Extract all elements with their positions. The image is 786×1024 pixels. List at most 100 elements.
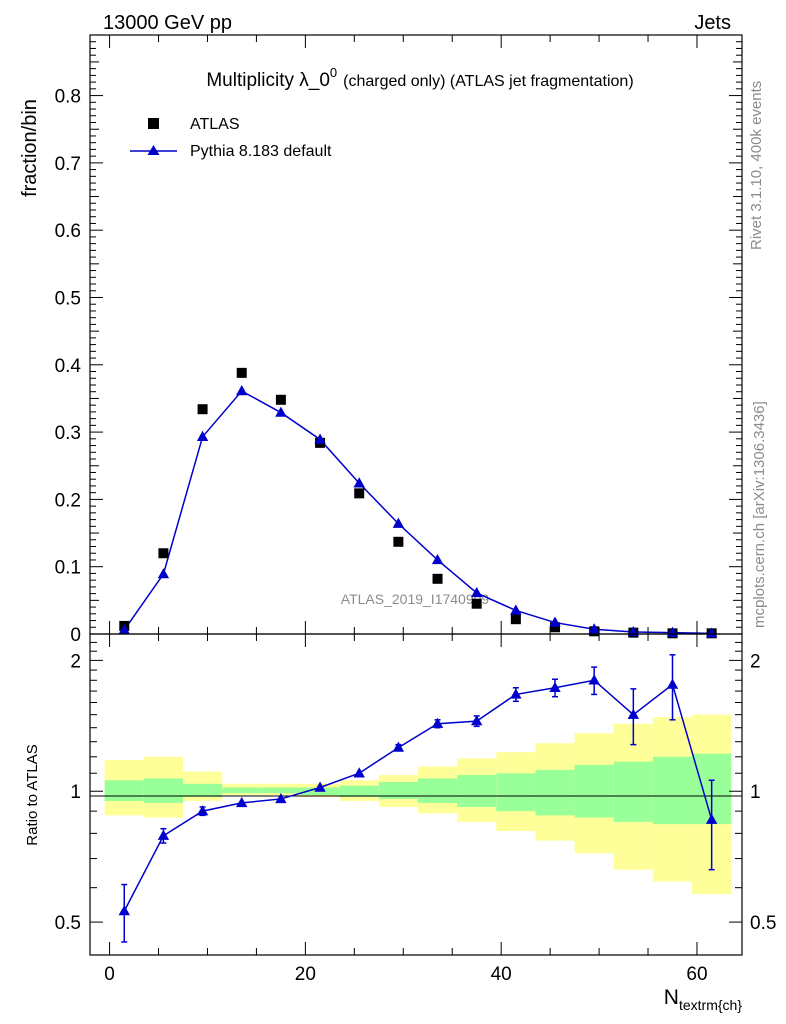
atlas-point	[550, 622, 561, 633]
pythia-line	[123, 390, 712, 635]
atlas-point	[275, 394, 286, 405]
ratio-tick-label-left: 2	[70, 651, 81, 672]
ratio-inner-band	[457, 774, 497, 807]
pythia-ratio-point	[275, 792, 287, 804]
y-tick-label: 0.8	[55, 87, 81, 108]
x-axis-label-subscript: textrm{ch}	[679, 997, 742, 1013]
pythia-point	[118, 623, 130, 635]
ratio-inner-band	[183, 783, 223, 797]
chart-title-superscript: 0	[330, 65, 337, 80]
ratio-inner-band	[339, 785, 379, 797]
header-energy-label: 13000 GeV pp	[103, 12, 232, 34]
ratio-tick-label-right: 2	[750, 651, 761, 672]
x-tick-label: 60	[686, 964, 707, 985]
pythia-ratio-point	[314, 781, 326, 792]
pythia-point	[549, 616, 561, 627]
pythia-point	[392, 517, 405, 528]
atlas-point	[471, 598, 482, 609]
ratio-inner-band	[535, 769, 575, 816]
pythia-point	[431, 553, 444, 565]
y-tick-label: 0.6	[55, 221, 81, 242]
ratio-inner-band	[378, 782, 418, 799]
pythia-ratio-point	[118, 905, 130, 916]
ratio-y-axis-label: Ratio to ATLAS	[24, 744, 41, 845]
pythia-ratio-point	[666, 678, 679, 689]
legend-atlas-marker	[148, 118, 159, 129]
ratio-inner-band	[143, 778, 184, 803]
pythia-ratio-point	[470, 715, 483, 726]
rivet-version-label: Rivet 3.1.10, 400k events	[748, 81, 765, 250]
x-tick-label: 0	[104, 964, 115, 985]
analysis-id-label: ATLAS_2019_I1740909	[341, 591, 490, 607]
pythia-ratio-point	[353, 767, 365, 778]
atlas-point	[236, 367, 247, 378]
ratio-tick-label-right: 0.5	[750, 913, 776, 934]
atlas-point	[432, 573, 443, 584]
chart-title: Multiplicity λ_00 (charged only) (ATLAS j…	[206, 65, 633, 91]
y-tick-label: 0.4	[55, 356, 82, 377]
x-tick-label: 20	[295, 964, 316, 985]
pythia-ratio-point	[588, 674, 600, 685]
x-axis-label-main: N	[664, 986, 679, 1009]
atlas-point	[510, 614, 521, 625]
chart-title-main: Multiplicity λ_0	[206, 70, 330, 91]
pythia-ratio-point	[627, 708, 640, 719]
legend: ATLAS Pythia 8.183 default	[130, 116, 332, 160]
main-panel-frame	[89, 34, 743, 635]
pythia-point	[275, 406, 287, 417]
pythia-ratio-line	[123, 679, 713, 912]
chart-title-suffix: (charged only) (ATLAS jet fragmentation)	[343, 73, 634, 90]
pythia-point	[705, 627, 718, 638]
pythia-point	[314, 433, 326, 444]
ratio-inner-band	[222, 787, 262, 794]
pythia-point	[353, 477, 365, 488]
y-tick-label: 0	[70, 625, 81, 646]
atlas-point	[393, 536, 404, 547]
atlas-point	[158, 548, 169, 559]
ratio-inner-band	[652, 756, 693, 825]
y-tick-label: 0.2	[55, 490, 81, 511]
pythia-ratio-point	[549, 681, 561, 692]
y-tick-label: 0.5	[55, 288, 81, 309]
legend-pythia-label: Pythia 8.183 default	[190, 143, 332, 160]
pythia-point	[470, 586, 483, 598]
pythia-point	[196, 430, 209, 442]
legend-pythia-marker	[147, 145, 160, 155]
ratio-inner-band	[417, 778, 458, 803]
pythia-ratio-point	[431, 717, 444, 728]
x-axis-label: Ntextrm{ch}	[664, 986, 743, 1013]
ratio-inner-band	[574, 764, 614, 818]
ratio-inner-band	[104, 780, 144, 801]
y-tick-label: 0.7	[55, 154, 81, 175]
ratio-tick-label-left: 1	[70, 782, 81, 803]
pythia-point	[510, 604, 522, 615]
y-axis-label: fraction/bin	[19, 99, 41, 197]
pythia-ratio-point	[196, 805, 209, 816]
atlas-point	[197, 404, 208, 415]
pythia-ratio-point	[157, 829, 170, 840]
pythia-ratio-point	[510, 688, 522, 699]
ratio-panel-frame	[89, 633, 743, 956]
ratio-inner-band	[261, 787, 301, 794]
ratio-inner-band	[496, 773, 536, 812]
pythia-ratio-point	[392, 741, 405, 752]
y-tick-label: 0.1	[55, 558, 81, 579]
y-tick-label: 0.3	[55, 423, 81, 444]
legend-atlas-label: ATLAS	[190, 116, 240, 133]
x-tick-label: 40	[491, 964, 512, 985]
pythia-point	[588, 623, 600, 634]
pythia-point	[236, 385, 248, 396]
ratio-uncertainty-bands	[104, 714, 732, 895]
ratio-tick-label-right: 1	[750, 782, 761, 803]
header-process-label: Jets	[694, 12, 731, 34]
pythia-ratio-point	[236, 796, 248, 808]
atlas-point	[354, 488, 365, 499]
mcplots-source-label: mcplots.cern.ch [arXiv:1306.3436]	[751, 401, 768, 628]
ratio-panel-series	[118, 654, 718, 943]
ratio-inner-band	[613, 761, 653, 822]
ratio-tick-label-left: 0.5	[55, 913, 81, 934]
pythia-ratio-point	[705, 813, 718, 824]
pythia-point	[157, 568, 170, 579]
